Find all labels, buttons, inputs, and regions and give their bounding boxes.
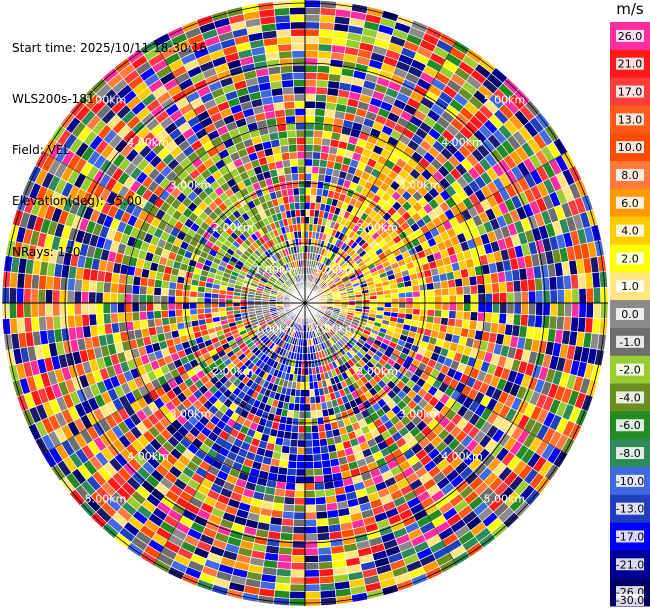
colorbar-tick-label: 4.0 (621, 225, 639, 238)
colorbar-tick-label: -8.0 (619, 447, 640, 460)
colorbar-tick-label: -1.0 (619, 336, 640, 349)
colorbar-tick-label: 6.0 (621, 197, 639, 210)
range-ring-label: 4.00km (127, 450, 169, 463)
colorbar-tick-label: 21.0 (618, 58, 643, 71)
range-ring-label: 2.00km (356, 221, 398, 234)
instrument-label: WLS200s-181 (12, 92, 95, 106)
azimuth-spoke (304, 302, 457, 566)
range-ring-label: 1.00km (255, 323, 297, 336)
range-ring-label: 2.00km (212, 221, 254, 234)
start-time-label: Start time: 2025/10/11 18:30:16 (12, 41, 207, 55)
field-label: Field: VEL (12, 143, 71, 157)
colorbar-tick-label: 10.0 (618, 141, 643, 154)
colorbar-tick-label: -6.0 (619, 419, 640, 432)
colorbar-tick-label: 26.0 (618, 30, 643, 43)
range-ring-label: 3.00km (399, 408, 441, 421)
range-ring-label: 5.00km (85, 492, 127, 505)
azimuth-spoke (153, 40, 306, 304)
nrays-label: NRays: 120 (12, 245, 81, 259)
range-ring-label: 4.00km (127, 136, 169, 149)
ppi-scan-display: 1.00km 1.00km 1.00km 1.00km 2.00km 2.00km 2.00… (1, 0, 609, 607)
colorbar-tick-label: 0.0 (621, 308, 639, 321)
colorbar-tick-label: -21.0 (616, 558, 644, 571)
azimuth-spoke (42, 302, 306, 455)
colorbar-tick-label: -2.0 (619, 364, 640, 377)
azimuth-spoke (304, 40, 457, 304)
range-ring-label: 2.00km (212, 365, 254, 378)
colorbar-tick-label: 2.0 (621, 252, 639, 265)
range-ring-label: 1.00km (255, 263, 297, 276)
velocity-colorbar: 26.0 21.0 17.0 13.0 10.0 8.0 6.0 4.0 2.0 1.0 0.0 -1… (610, 22, 650, 607)
range-ring-label: 3.00km (399, 178, 441, 191)
colorbar-tick-label: -17.0 (616, 530, 644, 543)
range-ring-label: 5.00km (484, 492, 526, 505)
elevation-label: Elevation(deg): 35.00 (12, 194, 142, 208)
range-ring-label: 1.00km (314, 323, 356, 336)
colorbar-tick-label: -10.0 (616, 475, 644, 488)
colorbar-tick-label: 1.0 (621, 280, 639, 293)
range-ring-label: 3.00km (170, 408, 212, 421)
colorbar-unit: m/s (616, 0, 644, 18)
scan-info: Start time: 2025/10/11 18:30:16 WLS200s-… (12, 6, 207, 278)
range-ring-label: 4.00km (441, 136, 483, 149)
range-ring-label: 1.00km (314, 263, 356, 276)
range-ring-label: 3.00km (170, 178, 212, 191)
azimuth-spoke (42, 151, 306, 304)
velocity-field (1, 0, 609, 607)
range-ring-label: 2.00km (356, 365, 398, 378)
range-ring-label: 5.00km (484, 94, 526, 107)
colorbar-tick-label: 8.0 (621, 169, 639, 182)
colorbar-tick-label: -4.0 (619, 391, 640, 404)
range-rings-grid: 1.00km 1.00km 1.00km 1.00km 2.00km 2.00km 2.00… (2, 0, 608, 606)
colorbar-tick-label: -30.0 (616, 594, 644, 607)
azimuth-spoke (153, 302, 306, 566)
range-ring-label: 5.00km (85, 94, 127, 107)
range-ring-label: 4.00km (441, 450, 483, 463)
colorbar-tick-label: -13.0 (616, 503, 644, 516)
azimuth-spoke (304, 302, 568, 455)
azimuth-spoke (304, 151, 568, 304)
colorbar-tick-label: 17.0 (618, 86, 643, 99)
colorbar-tick-label: 13.0 (618, 113, 643, 126)
